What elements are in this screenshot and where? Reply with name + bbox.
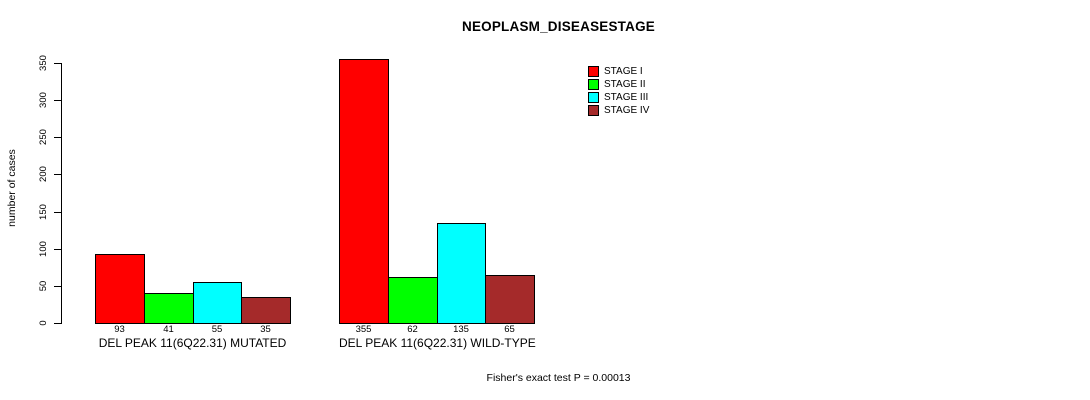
legend-label-stage-ii: STAGE II xyxy=(604,79,646,90)
bar-value-stage-iii-del-peak-11-6q22-31-mutated: 55 xyxy=(211,324,223,335)
legend-swatch-stage-iv xyxy=(588,105,599,116)
y-tick-mark xyxy=(54,249,61,250)
legend-label-stage-iii: STAGE III xyxy=(604,92,649,103)
y-tick-label: 150 xyxy=(38,204,49,220)
bar-stage-ii-del-peak-11-6q22-31-wild-type xyxy=(388,277,438,324)
y-tick-mark xyxy=(54,323,61,324)
legend-label-stage-i: STAGE I xyxy=(604,66,643,77)
y-axis-label: number of cases xyxy=(6,149,18,227)
legend-swatch-stage-iii xyxy=(588,92,599,103)
legend-item-stage-ii: STAGE II xyxy=(588,78,646,91)
y-tick-label: 0 xyxy=(38,320,49,326)
y-tick-label: 250 xyxy=(38,129,49,145)
bar-value-stage-ii-del-peak-11-6q22-31-wild-type: 62 xyxy=(407,324,418,335)
stat-annotation: Fisher's exact test P = 0.00013 xyxy=(486,372,631,384)
legend-swatch-stage-i xyxy=(588,66,599,77)
y-tick-label: 300 xyxy=(38,92,49,108)
legend-item-stage-iv: STAGE IV xyxy=(588,104,649,117)
y-tick-label: 50 xyxy=(38,280,49,292)
y-tick-label: 350 xyxy=(38,55,49,71)
bar-value-stage-i-del-peak-11-6q22-31-mutated: 93 xyxy=(114,324,125,335)
bar-value-stage-iv-del-peak-11-6q22-31-wild-type: 65 xyxy=(504,324,515,335)
legend-swatch-stage-ii xyxy=(588,79,599,90)
legend-item-stage-iii: STAGE III xyxy=(588,91,648,104)
y-axis-line xyxy=(61,63,62,324)
y-tick-mark xyxy=(54,63,61,64)
bar-stage-i-del-peak-11-6q22-31-wild-type xyxy=(339,59,389,324)
category-label-del-peak-11-6q22-31-wild-type: DEL PEAK 11(6Q22.31) WILD-TYPE xyxy=(339,336,536,350)
bar-value-stage-ii-del-peak-11-6q22-31-mutated: 41 xyxy=(163,324,174,335)
chart-title: NEOPLASM_DISEASESTAGE xyxy=(462,19,655,34)
y-tick-mark xyxy=(54,174,61,175)
legend-label-stage-iv: STAGE IV xyxy=(604,105,650,116)
bar-stage-iv-del-peak-11-6q22-31-wild-type xyxy=(485,275,535,324)
bar-value-stage-iii-del-peak-11-6q22-31-wild-type: 135 xyxy=(453,324,469,335)
y-tick-mark xyxy=(54,100,61,101)
y-tick-mark xyxy=(54,286,61,287)
bar-value-stage-iv-del-peak-11-6q22-31-mutated: 35 xyxy=(260,324,271,335)
bar-stage-i-del-peak-11-6q22-31-mutated xyxy=(95,254,145,324)
y-tick-label: 100 xyxy=(38,241,49,257)
y-tick-label: 200 xyxy=(38,166,49,182)
legend-item-stage-i: STAGE I xyxy=(588,65,643,78)
bar-stage-iii-del-peak-11-6q22-31-wild-type xyxy=(437,223,486,324)
bar-stage-ii-del-peak-11-6q22-31-mutated xyxy=(144,293,194,324)
y-tick-mark xyxy=(54,137,61,138)
bar-value-stage-i-del-peak-11-6q22-31-wild-type: 355 xyxy=(355,324,372,335)
y-tick-mark xyxy=(54,212,61,213)
bar-stage-iii-del-peak-11-6q22-31-mutated xyxy=(193,282,242,324)
bar-stage-iv-del-peak-11-6q22-31-mutated xyxy=(241,297,291,324)
category-label-del-peak-11-6q22-31-mutated: DEL PEAK 11(6Q22.31) MUTATED xyxy=(98,336,287,350)
